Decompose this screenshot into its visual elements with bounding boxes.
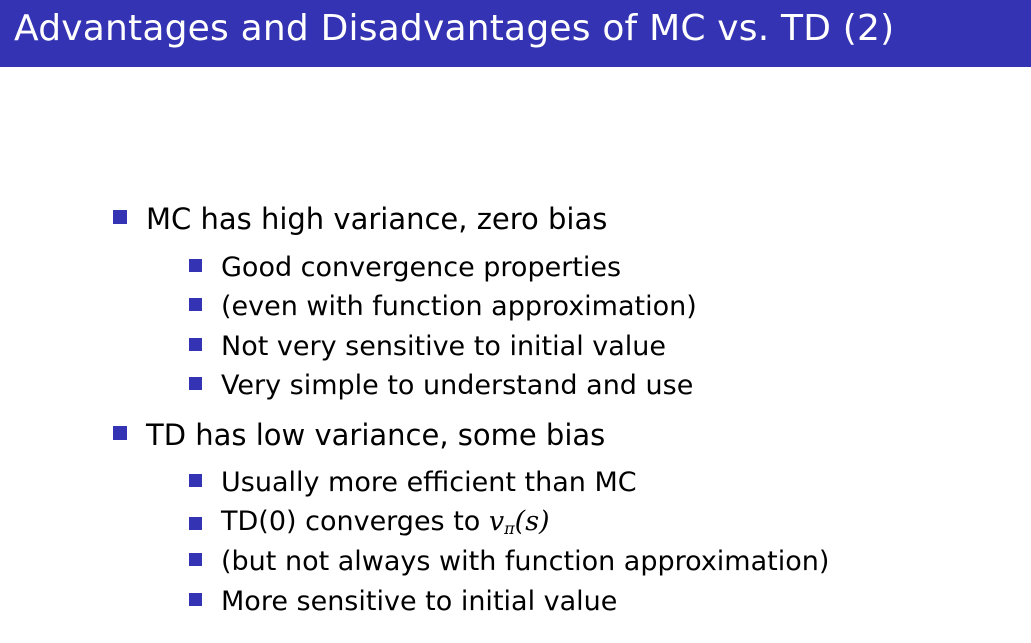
mc-subitem: Very simple to understand and use <box>189 368 693 403</box>
td-heading-text: TD has low variance, some bias <box>146 418 606 452</box>
mc-subitem-text: Not very sensitive to initial value <box>221 330 667 362</box>
math-v: v <box>488 506 505 537</box>
slide-title: Advantages and Disadvantages of MC vs. T… <box>14 8 895 49</box>
td-converges-text: TD(0) converges to <box>221 506 489 537</box>
mc-subitem-text: Very simple to understand and use <box>221 369 694 401</box>
mc-subitem: (even with function approximation) <box>189 289 697 324</box>
td-subitem-text: Usually more efficient than MC <box>221 466 637 498</box>
td-subitem: (but not always with function approximat… <box>189 544 829 579</box>
bullet-square-icon <box>189 553 202 566</box>
bullet-square-icon <box>189 338 202 351</box>
bullet-square-icon <box>189 377 202 390</box>
td-subitem: TD(0) converges to vπ(s) <box>189 505 550 546</box>
mc-heading-text: MC has high variance, zero bias <box>146 202 608 236</box>
bullet-square-icon <box>189 474 202 487</box>
bullet-square-icon <box>189 259 202 272</box>
mc-heading-item: MC has high variance, zero bias <box>113 198 607 238</box>
value-function-math: vπ(s) <box>488 506 550 538</box>
math-argument: (s) <box>514 506 550 537</box>
mc-subitem-text: Good convergence properties <box>221 251 622 283</box>
td-subitem-text: (but not always with function approximat… <box>221 545 830 577</box>
bullet-square-icon <box>113 210 127 224</box>
bullet-square-icon <box>189 517 202 530</box>
bullet-square-icon <box>189 298 202 311</box>
mc-subitem: Not very sensitive to initial value <box>189 329 666 364</box>
math-pi-subscript: π <box>504 519 515 538</box>
mc-subitem-text: (even with function approximation) <box>221 290 697 322</box>
bullet-square-icon <box>189 593 202 606</box>
td-subitem: More sensitive to initial value <box>189 584 617 619</box>
title-bar: Advantages and Disadvantages of MC vs. T… <box>0 0 1031 67</box>
td-heading-item: TD has low variance, some bias <box>113 414 605 454</box>
td-subitem: Usually more efficient than MC <box>189 465 637 500</box>
mc-subitem: Good convergence properties <box>189 250 621 285</box>
bullet-list: MC has high variance, zero bias Good con… <box>113 0 1013 643</box>
td-subitem-text: More sensitive to initial value <box>221 585 618 617</box>
td-subitem-text: TD(0) converges to vπ(s) <box>221 505 550 546</box>
bullet-square-icon <box>113 426 127 440</box>
